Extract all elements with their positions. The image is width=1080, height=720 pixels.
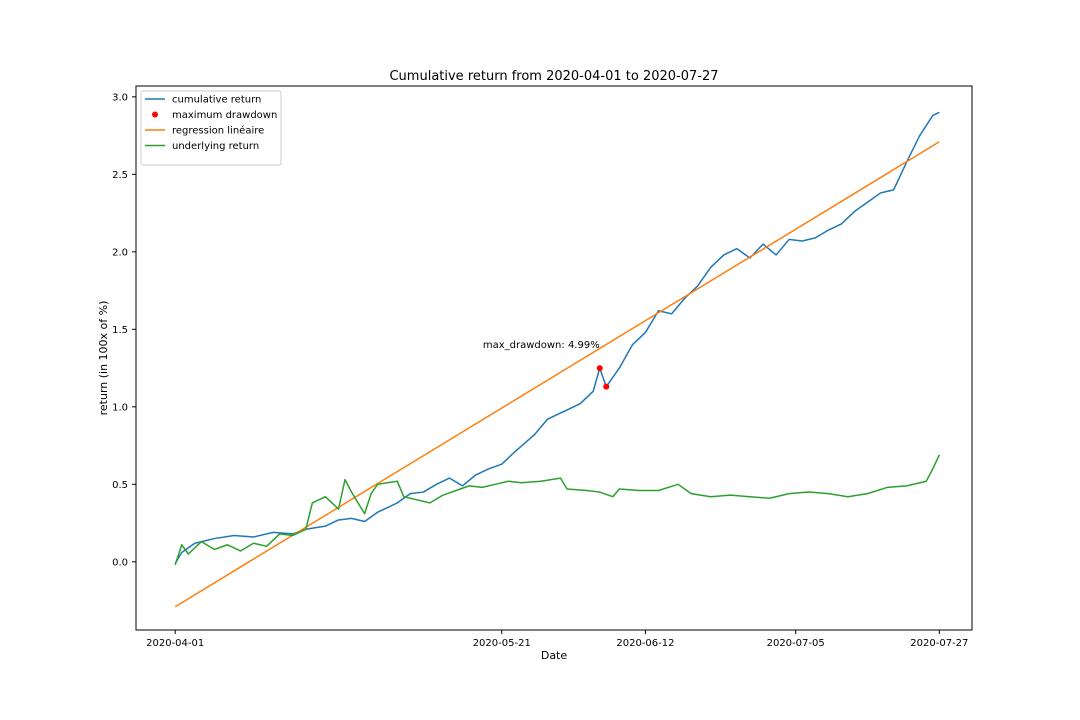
x-axis: 2020-04-01 2020-05-21 2020-06-12 2020-07-05… xyxy=(146,630,968,649)
chart-title: Cumulative return from 2020-04-01 to 202… xyxy=(389,69,718,84)
series-line-cumulative-return xyxy=(174,111,940,564)
y-tick-label-6: 3.0 xyxy=(112,92,128,103)
x-tick-label-0: 2020-04-01 xyxy=(146,638,204,649)
legend-label-regression-lin-aire: regression linéaire xyxy=(172,125,264,137)
legend-label-maximum-drawdown: maximum drawdown xyxy=(172,110,277,121)
series-line-underlying-return xyxy=(174,454,941,566)
y-tick-label-0: 0.0 xyxy=(112,557,128,568)
x-axis-label: Date xyxy=(541,649,568,662)
y-axis: 0.0 0.5 1.0 1.5 2.0 2.5 3.0 xyxy=(112,92,136,568)
x-tick-label-2: 2020-06-12 xyxy=(616,638,674,649)
x-tick-label-3: 2020-07-05 xyxy=(767,638,825,649)
y-tick-label-4: 2.0 xyxy=(112,247,128,258)
legend-label-cumulative-return: cumulative return xyxy=(172,95,261,106)
y-tick-label-1: 0.5 xyxy=(112,480,128,491)
plot-frame xyxy=(135,85,973,631)
legend-box xyxy=(140,90,282,166)
annotation-0: max_drawdown: 4.99% xyxy=(483,340,600,351)
legend: cumulative return maximum drawdown regress… xyxy=(140,90,282,166)
legend-label-underlying-return: underlying return xyxy=(172,141,259,152)
point-maximum-drawdown-0 xyxy=(596,365,603,372)
point-maximum-drawdown-1 xyxy=(603,383,610,390)
y-tick-label-5: 2.5 xyxy=(112,170,128,181)
y-tick-label-2: 1.0 xyxy=(112,402,128,413)
series-line-regression-lin-aire xyxy=(174,141,940,608)
annotation-layer: max_drawdown: 4.99% xyxy=(483,340,600,351)
legend-marker-maximum-drawdown xyxy=(152,111,158,118)
y-axis-label: return (in 100x of %) xyxy=(97,301,110,416)
series-layer xyxy=(174,111,941,608)
y-tick-label-3: 1.5 xyxy=(112,325,128,336)
x-tick-label-4: 2020-07-27 xyxy=(910,638,968,649)
x-tick-label-1: 2020-05-21 xyxy=(473,638,531,649)
